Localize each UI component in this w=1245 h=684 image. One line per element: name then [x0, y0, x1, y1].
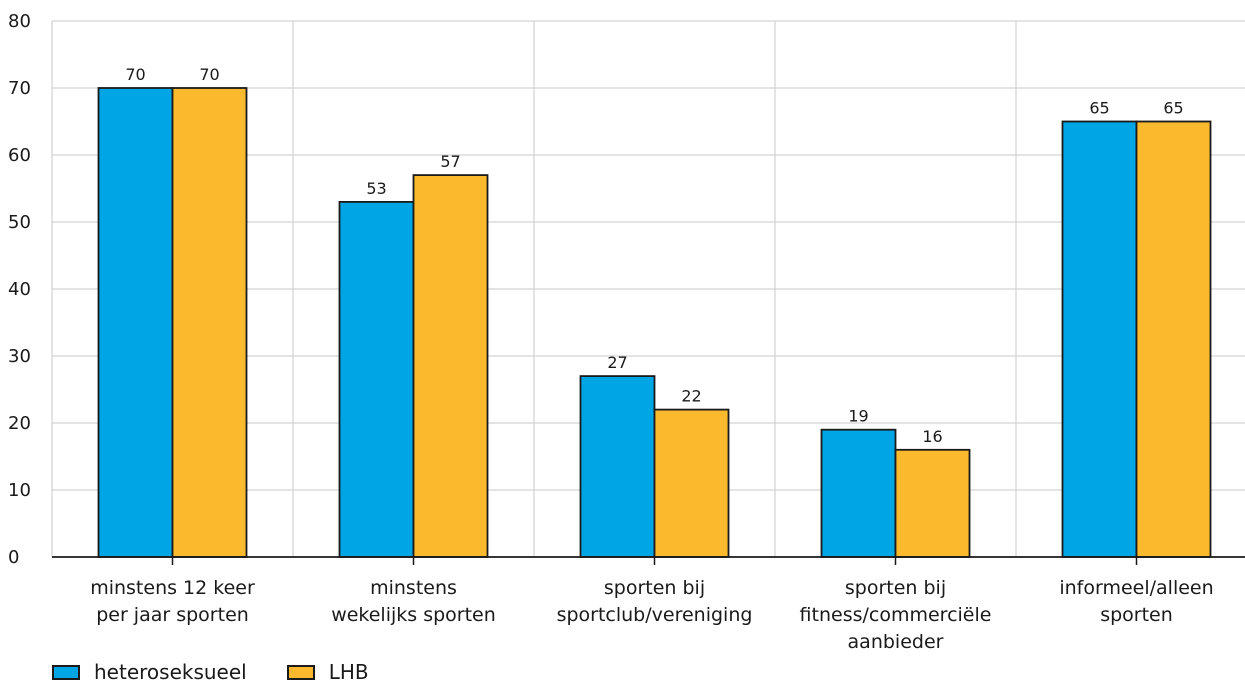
x-tick-label-3-1: fitness/commerciële [800, 604, 992, 626]
data-label-1-2: 22 [681, 387, 701, 406]
y-tick-label-30: 30 [8, 346, 31, 367]
legend-swatch-0 [52, 664, 80, 680]
data-label-0-2: 27 [607, 353, 627, 372]
bar-1-1 [412, 174, 489, 558]
x-tick-label-3-2: aanbieder [848, 631, 944, 653]
bar-1-2 [653, 408, 730, 558]
legend-label-1: LHB [328, 660, 369, 684]
legend-item-1: LHB [286, 660, 369, 684]
data-label-0-0: 70 [125, 65, 145, 84]
data-label-0-3: 19 [848, 407, 868, 426]
data-label-0-1: 53 [366, 179, 386, 198]
y-tick-label-80: 80 [8, 11, 31, 32]
bar-0-0 [97, 87, 174, 558]
legend-item-0: heteroseksueel [52, 660, 247, 684]
x-tick-label-4-1: sporten [1100, 604, 1173, 626]
legend-label-0: heteroseksueel [94, 660, 247, 684]
y-tick-label-60: 60 [8, 145, 31, 166]
bar-0-3 [820, 428, 897, 558]
y-tick-label-0: 0 [8, 547, 19, 568]
y-tick-label-50: 50 [8, 212, 31, 233]
bar-0-4 [1061, 120, 1138, 558]
data-label-1-3: 16 [922, 427, 942, 446]
legend: heteroseksueel LHB [52, 660, 369, 684]
data-label-0-4: 65 [1089, 99, 1109, 118]
data-label-1-1: 57 [440, 152, 460, 171]
bar-0-2 [579, 375, 656, 558]
x-tick-label-1-0: minstens [370, 577, 457, 599]
x-tick-label-0-0: minstens 12 keer [90, 577, 255, 599]
y-tick-label-10: 10 [8, 480, 31, 501]
bar-1-4 [1135, 120, 1212, 558]
x-tick-label-1-1: wekelijks sporten [331, 604, 496, 626]
data-label-1-0: 70 [199, 65, 219, 84]
x-tick-label-0-1: per jaar sporten [96, 604, 249, 626]
x-tick-label-2-0: sporten bij [604, 577, 705, 599]
x-tick-label-3-0: sporten bij [845, 577, 946, 599]
x-tick-label-4-0: informeel/alleen [1059, 577, 1213, 599]
x-tick-label-2-1: sportclub/vereniging [557, 604, 753, 626]
y-tick-label-20: 20 [8, 413, 31, 434]
y-tick-label-40: 40 [8, 279, 31, 300]
bar-1-0 [171, 87, 248, 558]
bar-0-1 [338, 200, 415, 558]
y-tick-label-70: 70 [8, 78, 31, 99]
legend-swatch-1 [286, 664, 315, 680]
bar-1-3 [894, 448, 971, 558]
data-label-1-4: 65 [1163, 99, 1183, 118]
